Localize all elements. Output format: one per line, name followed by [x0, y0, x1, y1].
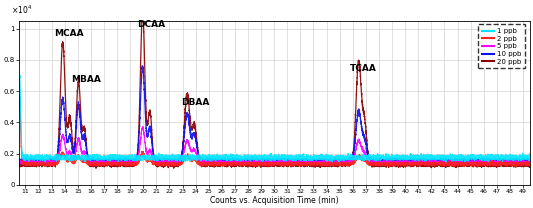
- Text: DCAA: DCAA: [137, 20, 165, 29]
- X-axis label: Counts vs. Acquisition Time (min): Counts vs. Acquisition Time (min): [210, 196, 338, 204]
- Text: TCAA: TCAA: [350, 64, 377, 73]
- Text: DBAA: DBAA: [181, 98, 209, 107]
- Text: $\times10^4$: $\times10^4$: [11, 3, 33, 16]
- Text: MCAA: MCAA: [54, 29, 84, 38]
- Text: MBAA: MBAA: [71, 75, 101, 84]
- Legend: 1 ppb, 2 ppb, 5 ppb, 10 ppb, 20 ppb: 1 ppb, 2 ppb, 5 ppb, 10 ppb, 20 ppb: [479, 25, 525, 68]
